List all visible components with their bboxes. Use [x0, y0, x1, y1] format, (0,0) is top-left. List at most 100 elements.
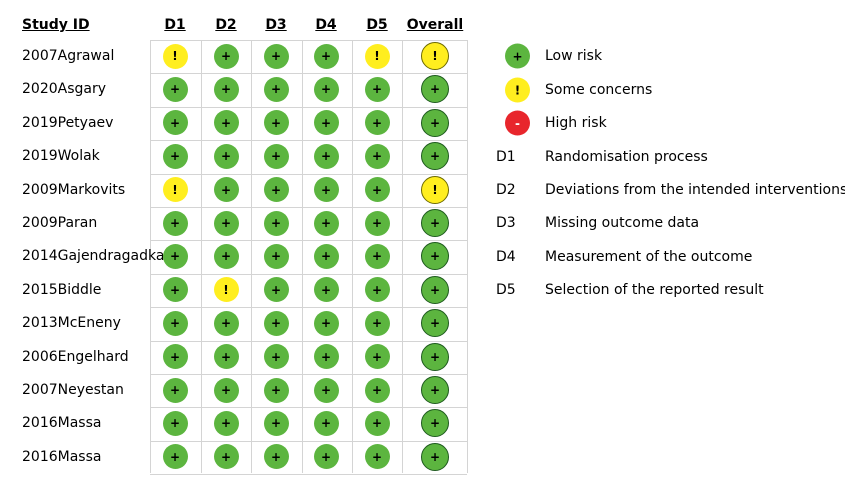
overall-judgement-low-icon: + [421, 209, 449, 237]
legend-domain-code: D2 [496, 182, 516, 199]
domain-judgement-low-icon: + [162, 277, 188, 303]
header-d2: D2 [215, 17, 237, 33]
study-id-label: 2009Paran [22, 215, 98, 231]
study-id-header: Study ID [22, 17, 90, 33]
legend-domain-label: Missing outcome data [545, 215, 700, 232]
grid-hline [150, 207, 467, 208]
domain-judgement-low-icon: + [162, 410, 188, 436]
study-id-label: 2020Asgary [22, 81, 107, 98]
domain-judgement-low-icon: + [162, 76, 188, 102]
domain-judgement-low-icon: + [313, 277, 339, 303]
header-overall: Overall [406, 17, 464, 33]
study-id-label: 2007Agrawal [22, 48, 115, 64]
domain-judgement-low-icon: + [313, 210, 339, 236]
legend-some-icon: ! [505, 77, 530, 103]
study-id-label: 2019Wolak [22, 148, 100, 165]
grid-vline [251, 40, 252, 473]
overall-judgement-some-icon: ! [421, 175, 449, 204]
domain-judgement-low-icon: + [162, 344, 188, 370]
overall-judgement-low-icon: + [421, 442, 449, 471]
legend-domain-label: Measurement of the outcome [545, 248, 753, 265]
domain-judgement-low-icon: + [364, 243, 390, 269]
grid-vline [467, 40, 468, 473]
domain-judgement-low-icon: + [162, 377, 188, 403]
domain-judgement-low-icon: + [364, 177, 390, 203]
domain-judgement-low-icon: + [213, 444, 239, 470]
domain-judgement-low-icon: + [213, 310, 239, 336]
grid-hline [150, 374, 467, 375]
grid-hline [150, 341, 467, 342]
domain-judgement-low-icon: + [213, 344, 239, 370]
domain-judgement-low-icon: + [162, 110, 188, 136]
grid-hline [150, 274, 467, 275]
domain-judgement-low-icon: + [313, 177, 339, 203]
domain-judgement-low-icon: + [263, 410, 289, 436]
header-d3: D3 [265, 17, 287, 33]
grid-vline [352, 40, 353, 473]
grid-hline [150, 140, 467, 141]
study-id-label: 2016Massa [22, 415, 102, 432]
domain-judgement-low-icon: + [364, 143, 390, 169]
domain-judgement-low-icon: + [364, 377, 390, 403]
domain-judgement-low-icon: + [263, 76, 289, 102]
study-id-label: 2015Biddle [22, 281, 102, 298]
grid-hline [150, 240, 467, 241]
study-id-label: 2009Markovits [22, 181, 126, 198]
overall-judgement-low-icon: + [421, 309, 449, 338]
domain-judgement-low-icon: + [213, 76, 239, 102]
grid-hline [150, 107, 467, 108]
domain-judgement-low-icon: + [263, 444, 289, 470]
domain-judgement-low-icon: + [313, 110, 339, 136]
domain-judgement-low-icon: + [313, 43, 339, 69]
overall-judgement-some-icon: ! [421, 42, 449, 70]
domain-judgement-low-icon: + [313, 143, 339, 169]
domain-judgement-low-icon: + [263, 344, 289, 370]
grid-hline [150, 40, 467, 41]
legend-domain-code: D5 [496, 281, 516, 298]
domain-judgement-low-icon: + [263, 210, 289, 236]
overall-judgement-low-icon: + [421, 75, 449, 104]
domain-judgement-some-icon: ! [162, 43, 188, 69]
grid-vline [201, 40, 202, 473]
overall-judgement-low-icon: + [421, 376, 449, 404]
domain-judgement-low-icon: + [213, 110, 239, 136]
legend-domain-label: Deviations from the intended interventio… [545, 182, 845, 199]
domain-judgement-low-icon: + [313, 444, 339, 470]
header-d5: D5 [366, 17, 388, 33]
grid-hline [150, 307, 467, 308]
legend-low-icon: + [505, 43, 530, 69]
grid-vline [402, 40, 403, 473]
grid-vline [150, 40, 151, 473]
domain-judgement-low-icon: + [162, 310, 188, 336]
domain-judgement-low-icon: + [263, 310, 289, 336]
study-id-label: 2019Petyaev [22, 114, 114, 131]
domain-judgement-low-icon: + [213, 410, 239, 436]
overall-judgement-low-icon: + [421, 142, 449, 171]
domain-judgement-low-icon: + [213, 143, 239, 169]
domain-judgement-low-icon: + [263, 143, 289, 169]
domain-judgement-low-icon: + [263, 177, 289, 203]
domain-judgement-low-icon: + [162, 143, 188, 169]
domain-judgement-low-icon: + [263, 43, 289, 69]
domain-judgement-some-icon: ! [213, 277, 239, 303]
legend-domain-code: D4 [496, 248, 516, 265]
domain-judgement-some-icon: ! [364, 43, 390, 69]
domain-judgement-low-icon: + [213, 177, 239, 203]
legend-domain-label: Randomisation process [545, 149, 708, 165]
domain-judgement-low-icon: + [364, 110, 390, 136]
domain-judgement-low-icon: + [263, 110, 289, 136]
study-id-label: 2007Neyestan [22, 382, 124, 398]
domain-judgement-low-icon: + [364, 410, 390, 436]
legend-low-label: Low risk [545, 48, 603, 64]
header-d1: D1 [164, 17, 186, 33]
legend-some-label: Some concerns [545, 82, 653, 98]
overall-judgement-low-icon: + [421, 242, 449, 271]
grid-vline [302, 40, 303, 473]
legend-high-label: High risk [545, 115, 607, 131]
overall-judgement-low-icon: + [421, 275, 449, 304]
grid-hline [150, 407, 467, 408]
domain-judgement-low-icon: + [162, 444, 188, 470]
overall-judgement-low-icon: + [421, 409, 449, 438]
domain-judgement-low-icon: + [364, 444, 390, 470]
header-d4: D4 [315, 17, 337, 33]
